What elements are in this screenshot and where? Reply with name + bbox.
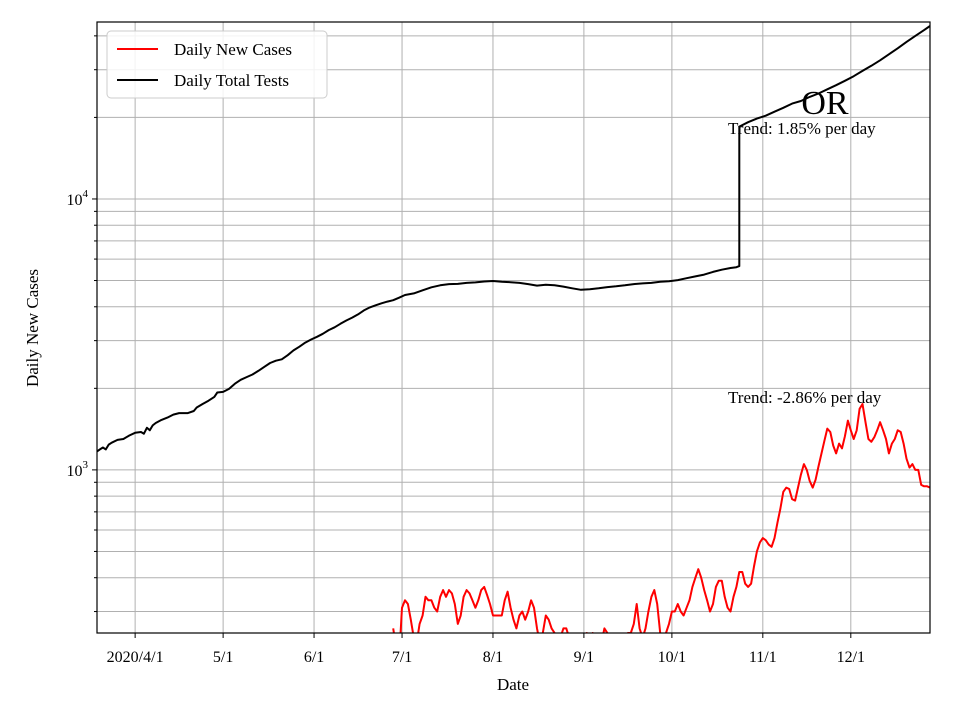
x-tick-labels: 2020/4/1 5/1 6/1 7/1 8/1 9/1 10/1 11/1 12/1: [107, 649, 865, 666]
tests-trend-annotation: Trend: 1.85% per day: [728, 119, 876, 138]
legend-label-daily-new-cases: Daily New Cases: [174, 40, 292, 59]
plot-frame: [96, 21, 931, 634]
x-tick-label: 5/1: [213, 649, 233, 666]
x-tick-label: 7/1: [392, 649, 412, 666]
series-line-daily-new-cases: [392, 403, 930, 633]
series-layer: [97, 25, 930, 633]
legend-label-daily-total-tests: Daily Total Tests: [174, 71, 289, 90]
cases-trend-annotation: Trend: -2.86% per day: [728, 388, 882, 407]
region-label: OR: [801, 85, 849, 122]
x-axis-label: Date: [497, 675, 529, 694]
series-line-daily-total-tests: [97, 25, 930, 453]
x-tick-label: 12/1: [837, 649, 865, 666]
y-axis-label: Daily New Cases: [23, 269, 42, 387]
x-tick-label: 9/1: [574, 649, 594, 666]
tick-marks: [92, 35, 852, 638]
x-tick-label: 11/1: [749, 649, 777, 666]
x-tick-label: 8/1: [483, 649, 503, 666]
legend: Daily New Cases Daily Total Tests: [106, 30, 328, 99]
x-tick-label: 2020/4/1: [107, 649, 164, 666]
x-tick-label: 6/1: [304, 649, 324, 666]
grid-lines: [97, 22, 930, 633]
x-tick-label: 10/1: [658, 649, 686, 666]
legend-box: [106, 30, 328, 99]
